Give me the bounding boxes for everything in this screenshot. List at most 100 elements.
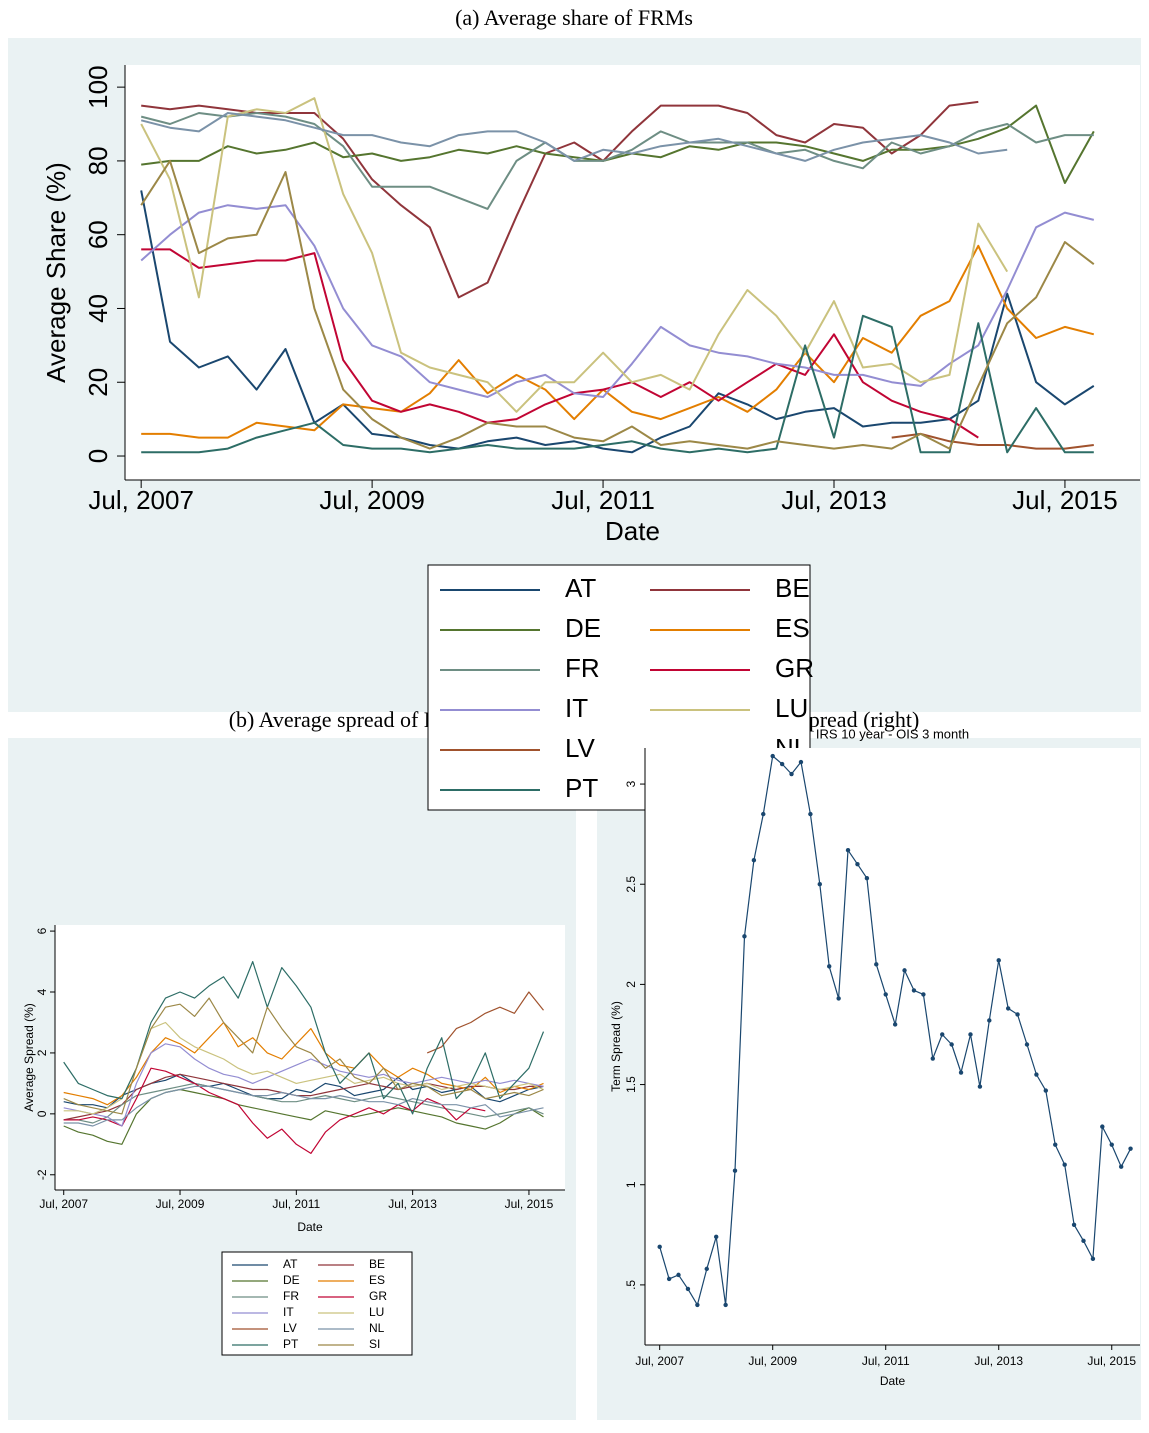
y-tick-label: 6 — [35, 927, 49, 934]
legend-label: DE — [565, 613, 601, 643]
legend-label: GR — [369, 1289, 387, 1303]
data-point — [695, 1302, 700, 1308]
data-point — [968, 1032, 973, 1037]
data-point — [836, 996, 841, 1001]
x-tick-label: Jul, 2013 — [388, 1197, 437, 1211]
x-axis-title: Date — [880, 1374, 906, 1388]
series-line — [141, 244, 1095, 439]
data-point — [940, 1032, 945, 1037]
series-line — [140, 204, 1095, 398]
data-point — [808, 811, 813, 817]
data-point — [1034, 1072, 1039, 1077]
data-point — [1081, 1238, 1086, 1244]
data-point — [1043, 1088, 1049, 1093]
legend-label: AT — [565, 573, 596, 603]
y-tick-label: 0 — [83, 449, 113, 463]
data-point — [1109, 1142, 1114, 1147]
plot-area — [125, 65, 1140, 480]
legend-label: PT — [283, 1337, 299, 1351]
legend-label: FR — [565, 653, 600, 683]
y-tick-label: 100 — [83, 65, 113, 108]
data-point — [751, 857, 757, 863]
y-tick-label: -2 — [35, 1169, 49, 1180]
legend-label: IT — [283, 1305, 294, 1319]
series-line — [891, 432, 1094, 450]
x-tick-label: Jul, 2009 — [748, 1354, 797, 1368]
data-point — [958, 1070, 964, 1075]
x-tick-label: Jul, 2013 — [974, 1354, 1023, 1368]
data-point — [921, 992, 926, 997]
y-tick-label: 3 — [624, 780, 638, 787]
data-point — [779, 761, 785, 767]
legend-label: BE — [775, 573, 810, 603]
y-tick-label: 4 — [35, 988, 49, 995]
data-point — [902, 968, 907, 973]
data-point — [892, 1022, 898, 1027]
y-tick-label: 1 — [624, 1181, 638, 1188]
legend-label: BE — [369, 1257, 385, 1271]
data-point — [761, 811, 766, 817]
y-tick-label: 60 — [83, 220, 113, 249]
y-tick-label: 2.5 — [624, 876, 638, 893]
data-point — [1071, 1222, 1077, 1227]
data-point — [1128, 1146, 1133, 1151]
y-tick-label: 40 — [83, 294, 113, 323]
y-tick-label: 0 — [35, 1110, 49, 1117]
x-axis-title: Date — [297, 1220, 323, 1234]
data-point — [666, 1276, 672, 1282]
plot-area — [55, 925, 565, 1190]
y-axis-title: Term Spread (%) — [609, 1001, 623, 1092]
legend-label: IT — [565, 693, 588, 723]
x-tick-label: Jul, 2011 — [551, 485, 655, 515]
x-tick-label: Jul, 2011 — [272, 1197, 320, 1211]
data-point — [817, 882, 822, 887]
x-tick-label: Jul, 2011 — [862, 1354, 910, 1368]
data-point — [713, 1234, 719, 1240]
legend-label: PT — [565, 773, 598, 803]
data-point — [742, 934, 747, 939]
x-tick-label: Jul, 2013 — [781, 485, 887, 515]
legend-label: ES — [775, 613, 810, 643]
legend-label: FR — [283, 1289, 299, 1303]
data-point — [1053, 1142, 1058, 1147]
series-line — [426, 991, 544, 1054]
data-point — [1015, 1012, 1020, 1017]
series-line — [140, 159, 1095, 450]
data-point — [723, 1302, 728, 1308]
y-tick-label: 2 — [35, 1049, 49, 1056]
data-point — [911, 988, 917, 993]
data-point — [685, 1286, 691, 1292]
data-point — [987, 1018, 992, 1023]
data-point — [996, 958, 1001, 963]
x-axis-title: Date — [605, 516, 660, 546]
x-tick-label: Jul, 2015 — [1087, 1354, 1136, 1368]
y-tick-label: .5 — [624, 1280, 638, 1290]
legend-label: LV — [565, 733, 596, 763]
data-point — [874, 962, 879, 967]
series-line — [141, 248, 979, 439]
legend-label: DE — [283, 1273, 300, 1287]
data-point — [1100, 1124, 1105, 1129]
chart-title: IRS 10 year - OIS 3 month — [816, 726, 969, 741]
legend-label: GR — [775, 653, 814, 683]
series-line — [140, 97, 1009, 413]
x-tick-label: Jul, 2007 — [88, 485, 194, 515]
data-point — [732, 1168, 738, 1173]
data-point — [883, 992, 888, 997]
data-point — [1024, 1042, 1030, 1047]
series-line — [140, 112, 1008, 162]
series-line — [63, 1021, 544, 1106]
legend-label: NL — [369, 1321, 385, 1335]
data-point — [1090, 1256, 1096, 1262]
data-point — [798, 759, 804, 765]
series-line — [140, 112, 1094, 210]
y-tick-label: 80 — [83, 146, 113, 175]
data-point — [657, 1244, 662, 1250]
data-point — [770, 753, 775, 759]
data-point — [949, 1042, 954, 1047]
y-tick-label: 2 — [624, 981, 638, 988]
data-point — [845, 847, 851, 853]
data-point — [676, 1272, 681, 1278]
panel-title: (a) Average share of FRMs — [455, 5, 693, 30]
